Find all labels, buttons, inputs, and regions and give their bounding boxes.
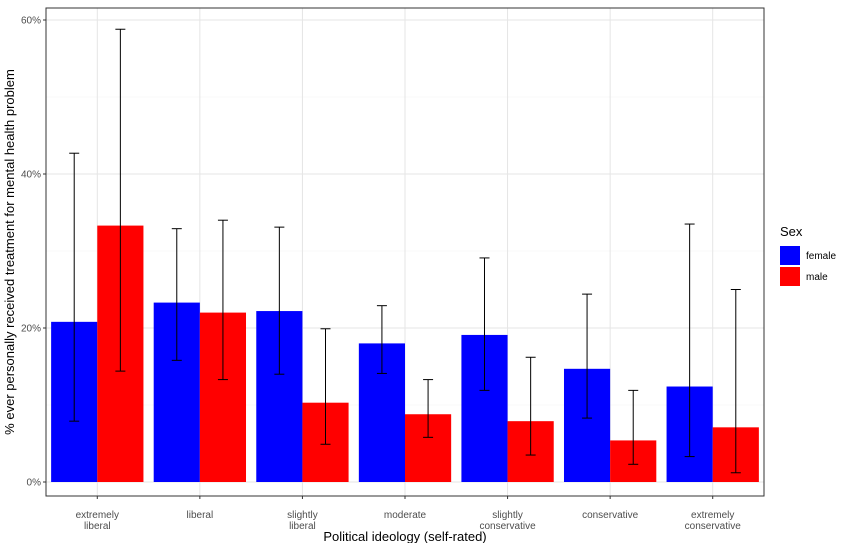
y-tick-label: 0% <box>27 478 42 489</box>
x-axis-title: Political ideology (self-rated) <box>323 529 486 543</box>
y-tick-label: 60% <box>21 16 41 27</box>
x-tick-label: slightly conservative <box>480 510 537 532</box>
bars <box>51 225 759 482</box>
y-tick-label: 20% <box>21 324 41 335</box>
y-axis-title: % ever personally received treatment for… <box>2 69 17 435</box>
x-tick-label: extremely liberal <box>76 510 119 532</box>
legend-key-male <box>780 267 800 286</box>
x-axis-ticks: extremely liberal liberal slightly liberal mo… <box>76 496 742 532</box>
y-tick-label: 40% <box>21 170 41 181</box>
legend-key-female <box>780 246 800 265</box>
error-bars <box>69 28 741 474</box>
legend: Sex female male <box>780 224 836 286</box>
x-tick-label: liberal <box>187 510 214 521</box>
legend-label-male: male <box>806 272 828 283</box>
legend-title: Sex <box>780 224 803 239</box>
x-tick-label: moderate <box>384 510 427 521</box>
x-tick-label: conservative <box>582 510 639 521</box>
y-axis-ticks: 0% 20% 40% 60% <box>21 16 46 489</box>
x-tick-label: slightly liberal <box>287 510 318 532</box>
x-tick-label: extremely conservative <box>685 510 742 532</box>
legend-label-female: female <box>806 251 836 262</box>
